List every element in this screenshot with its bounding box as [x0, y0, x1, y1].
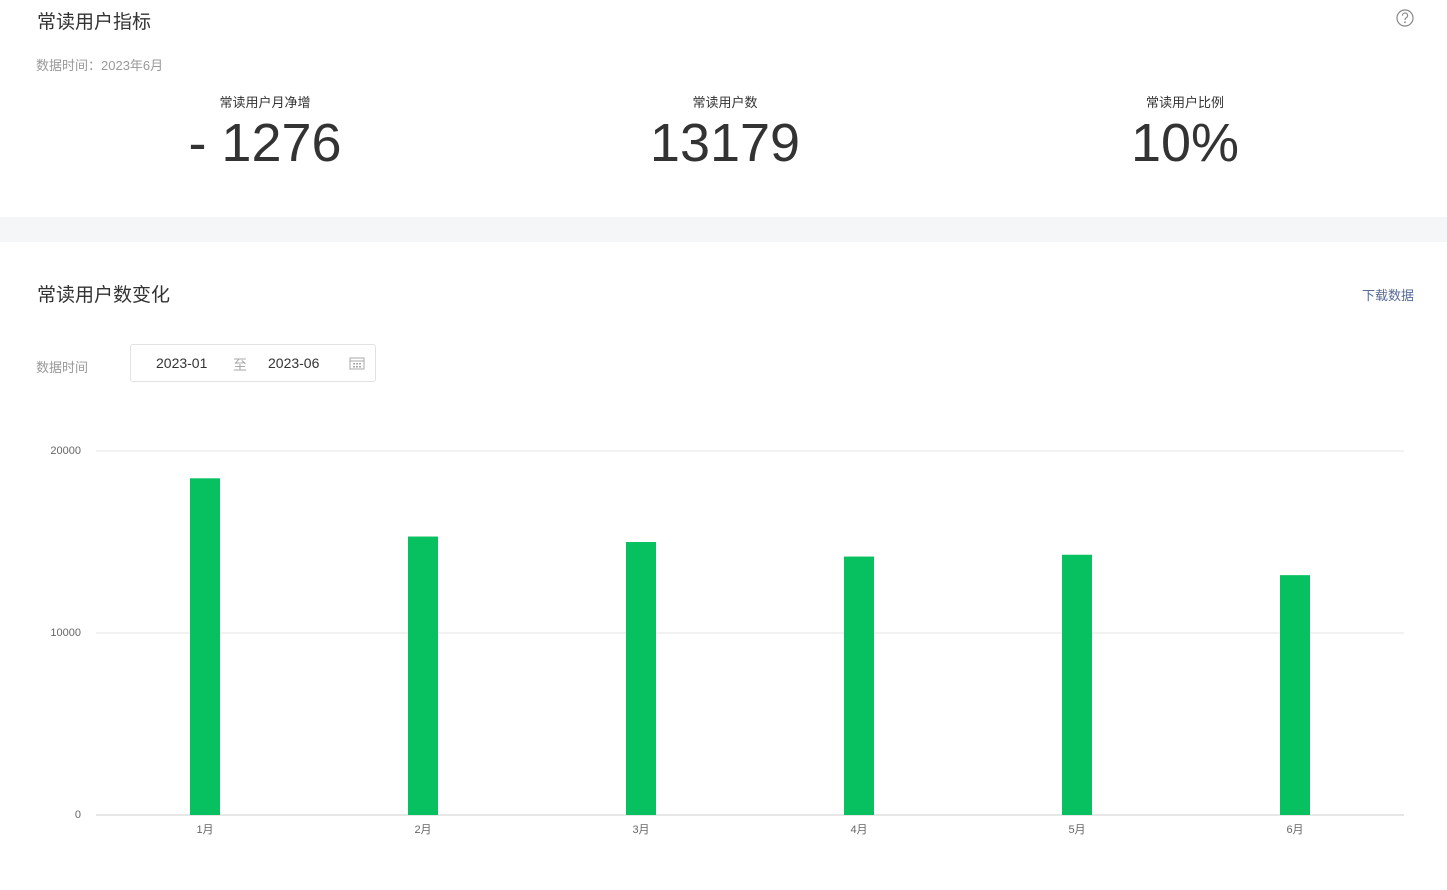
section-title: 常读用户数变化: [37, 285, 171, 306]
bar: [1280, 575, 1310, 815]
x-tick-label: 6月: [1286, 824, 1303, 836]
metric-value: 13179: [649, 113, 801, 173]
metric-label: 常读用户月净增: [219, 95, 311, 110]
bar: [190, 478, 220, 815]
y-tick-label: 20000: [50, 445, 81, 457]
x-tick-label: 4月: [850, 824, 867, 836]
metric-label: 常读用户数: [692, 95, 758, 110]
metric-value: - 1276: [188, 113, 342, 173]
download-link[interactable]: 下载数据: [1361, 288, 1414, 303]
date-picker[interactable]: 2023-01 至 2023-06: [130, 344, 376, 382]
bar: [408, 536, 438, 815]
date-end: 2023-06: [268, 355, 320, 371]
divider: [0, 217, 1447, 242]
metric-label: 常读用户比例: [1145, 95, 1225, 110]
y-tick-label: 0: [75, 809, 81, 821]
filter-label: 数据时间: [36, 360, 89, 375]
x-tick-label: 1月: [196, 824, 213, 836]
x-tick-label: 5月: [1068, 824, 1085, 836]
data-time: 数据时间：2023年6月: [36, 58, 164, 73]
date-start: 2023-01: [156, 355, 208, 371]
date-separator: 至: [233, 357, 247, 373]
metric-value: 10%: [1130, 113, 1240, 173]
section-title: 常读用户指标: [37, 12, 152, 33]
bar: [626, 542, 656, 815]
calendar-icon: [349, 357, 365, 370]
y-tick-label: 10000: [50, 627, 81, 639]
x-tick-label: 2月: [414, 824, 431, 836]
x-tick-label: 3月: [632, 824, 649, 836]
bar: [844, 556, 874, 815]
help-icon[interactable]: [1395, 8, 1415, 28]
bar: [1062, 554, 1092, 815]
